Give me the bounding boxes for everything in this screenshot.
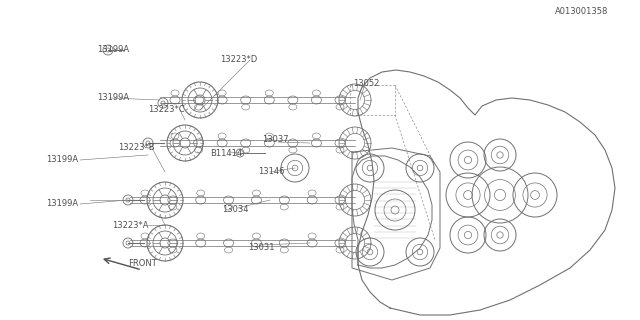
Text: 13037: 13037 (262, 135, 289, 145)
Text: FRONT: FRONT (128, 259, 157, 268)
Text: 13146: 13146 (258, 167, 285, 177)
Text: 13223*A: 13223*A (112, 221, 148, 230)
Text: 13031: 13031 (248, 244, 275, 252)
Text: 13199A: 13199A (46, 199, 78, 209)
Text: 13034: 13034 (222, 205, 248, 214)
Text: 13223*D: 13223*D (220, 55, 257, 65)
Text: 13199A: 13199A (97, 93, 129, 102)
Text: 13199A: 13199A (46, 156, 78, 164)
Text: B11414: B11414 (210, 148, 242, 157)
Text: 13223*B: 13223*B (118, 143, 155, 153)
Text: A013001358: A013001358 (555, 7, 609, 17)
Text: 13052: 13052 (353, 79, 380, 89)
Text: 13199A: 13199A (97, 45, 129, 54)
Text: 13223*C: 13223*C (148, 106, 184, 115)
